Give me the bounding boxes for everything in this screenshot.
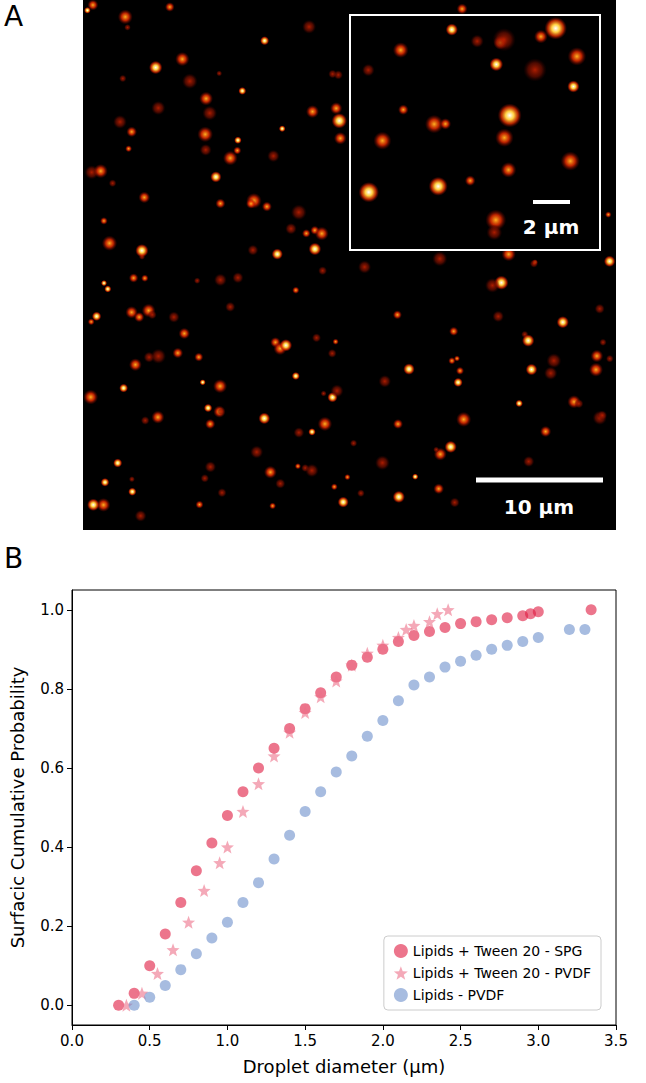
svg-text:2.0: 2.0 xyxy=(371,1032,395,1050)
svg-text:Lipids + Tween 20 - SPG: Lipids + Tween 20 - SPG xyxy=(413,943,582,959)
svg-text:0.5: 0.5 xyxy=(138,1032,162,1050)
svg-text:0.2: 0.2 xyxy=(40,917,64,935)
svg-text:1.0: 1.0 xyxy=(40,601,64,619)
svg-text:10 µm: 10 µm xyxy=(504,495,574,519)
svg-text:Lipids + Tween 20 - PVDF: Lipids + Tween 20 - PVDF xyxy=(413,965,591,981)
svg-text:0.0: 0.0 xyxy=(60,1032,84,1050)
html-text:A: A xyxy=(4,0,24,33)
svg-text:3.5: 3.5 xyxy=(604,1032,628,1050)
svg-text:1.5: 1.5 xyxy=(293,1032,317,1050)
svg-text:0.6: 0.6 xyxy=(40,759,64,777)
svg-text:Droplet diameter (μm): Droplet diameter (μm) xyxy=(243,1056,446,1077)
svg-text:1.0: 1.0 xyxy=(215,1032,239,1050)
html-text:B: B xyxy=(4,542,24,575)
svg-text:0.4: 0.4 xyxy=(40,838,64,856)
svg-text:0.0: 0.0 xyxy=(40,996,64,1014)
svg-text:0.8: 0.8 xyxy=(40,680,64,698)
svg-text:2 µm: 2 µm xyxy=(523,215,579,239)
svg-text:3.0: 3.0 xyxy=(526,1032,550,1050)
svg-text:2.5: 2.5 xyxy=(449,1032,473,1050)
svg-text:Surfacic Cumulative Probabilit: Surfacic Cumulative Probability xyxy=(7,666,28,948)
svg-text:Lipids - PVDF: Lipids - PVDF xyxy=(413,987,504,1003)
